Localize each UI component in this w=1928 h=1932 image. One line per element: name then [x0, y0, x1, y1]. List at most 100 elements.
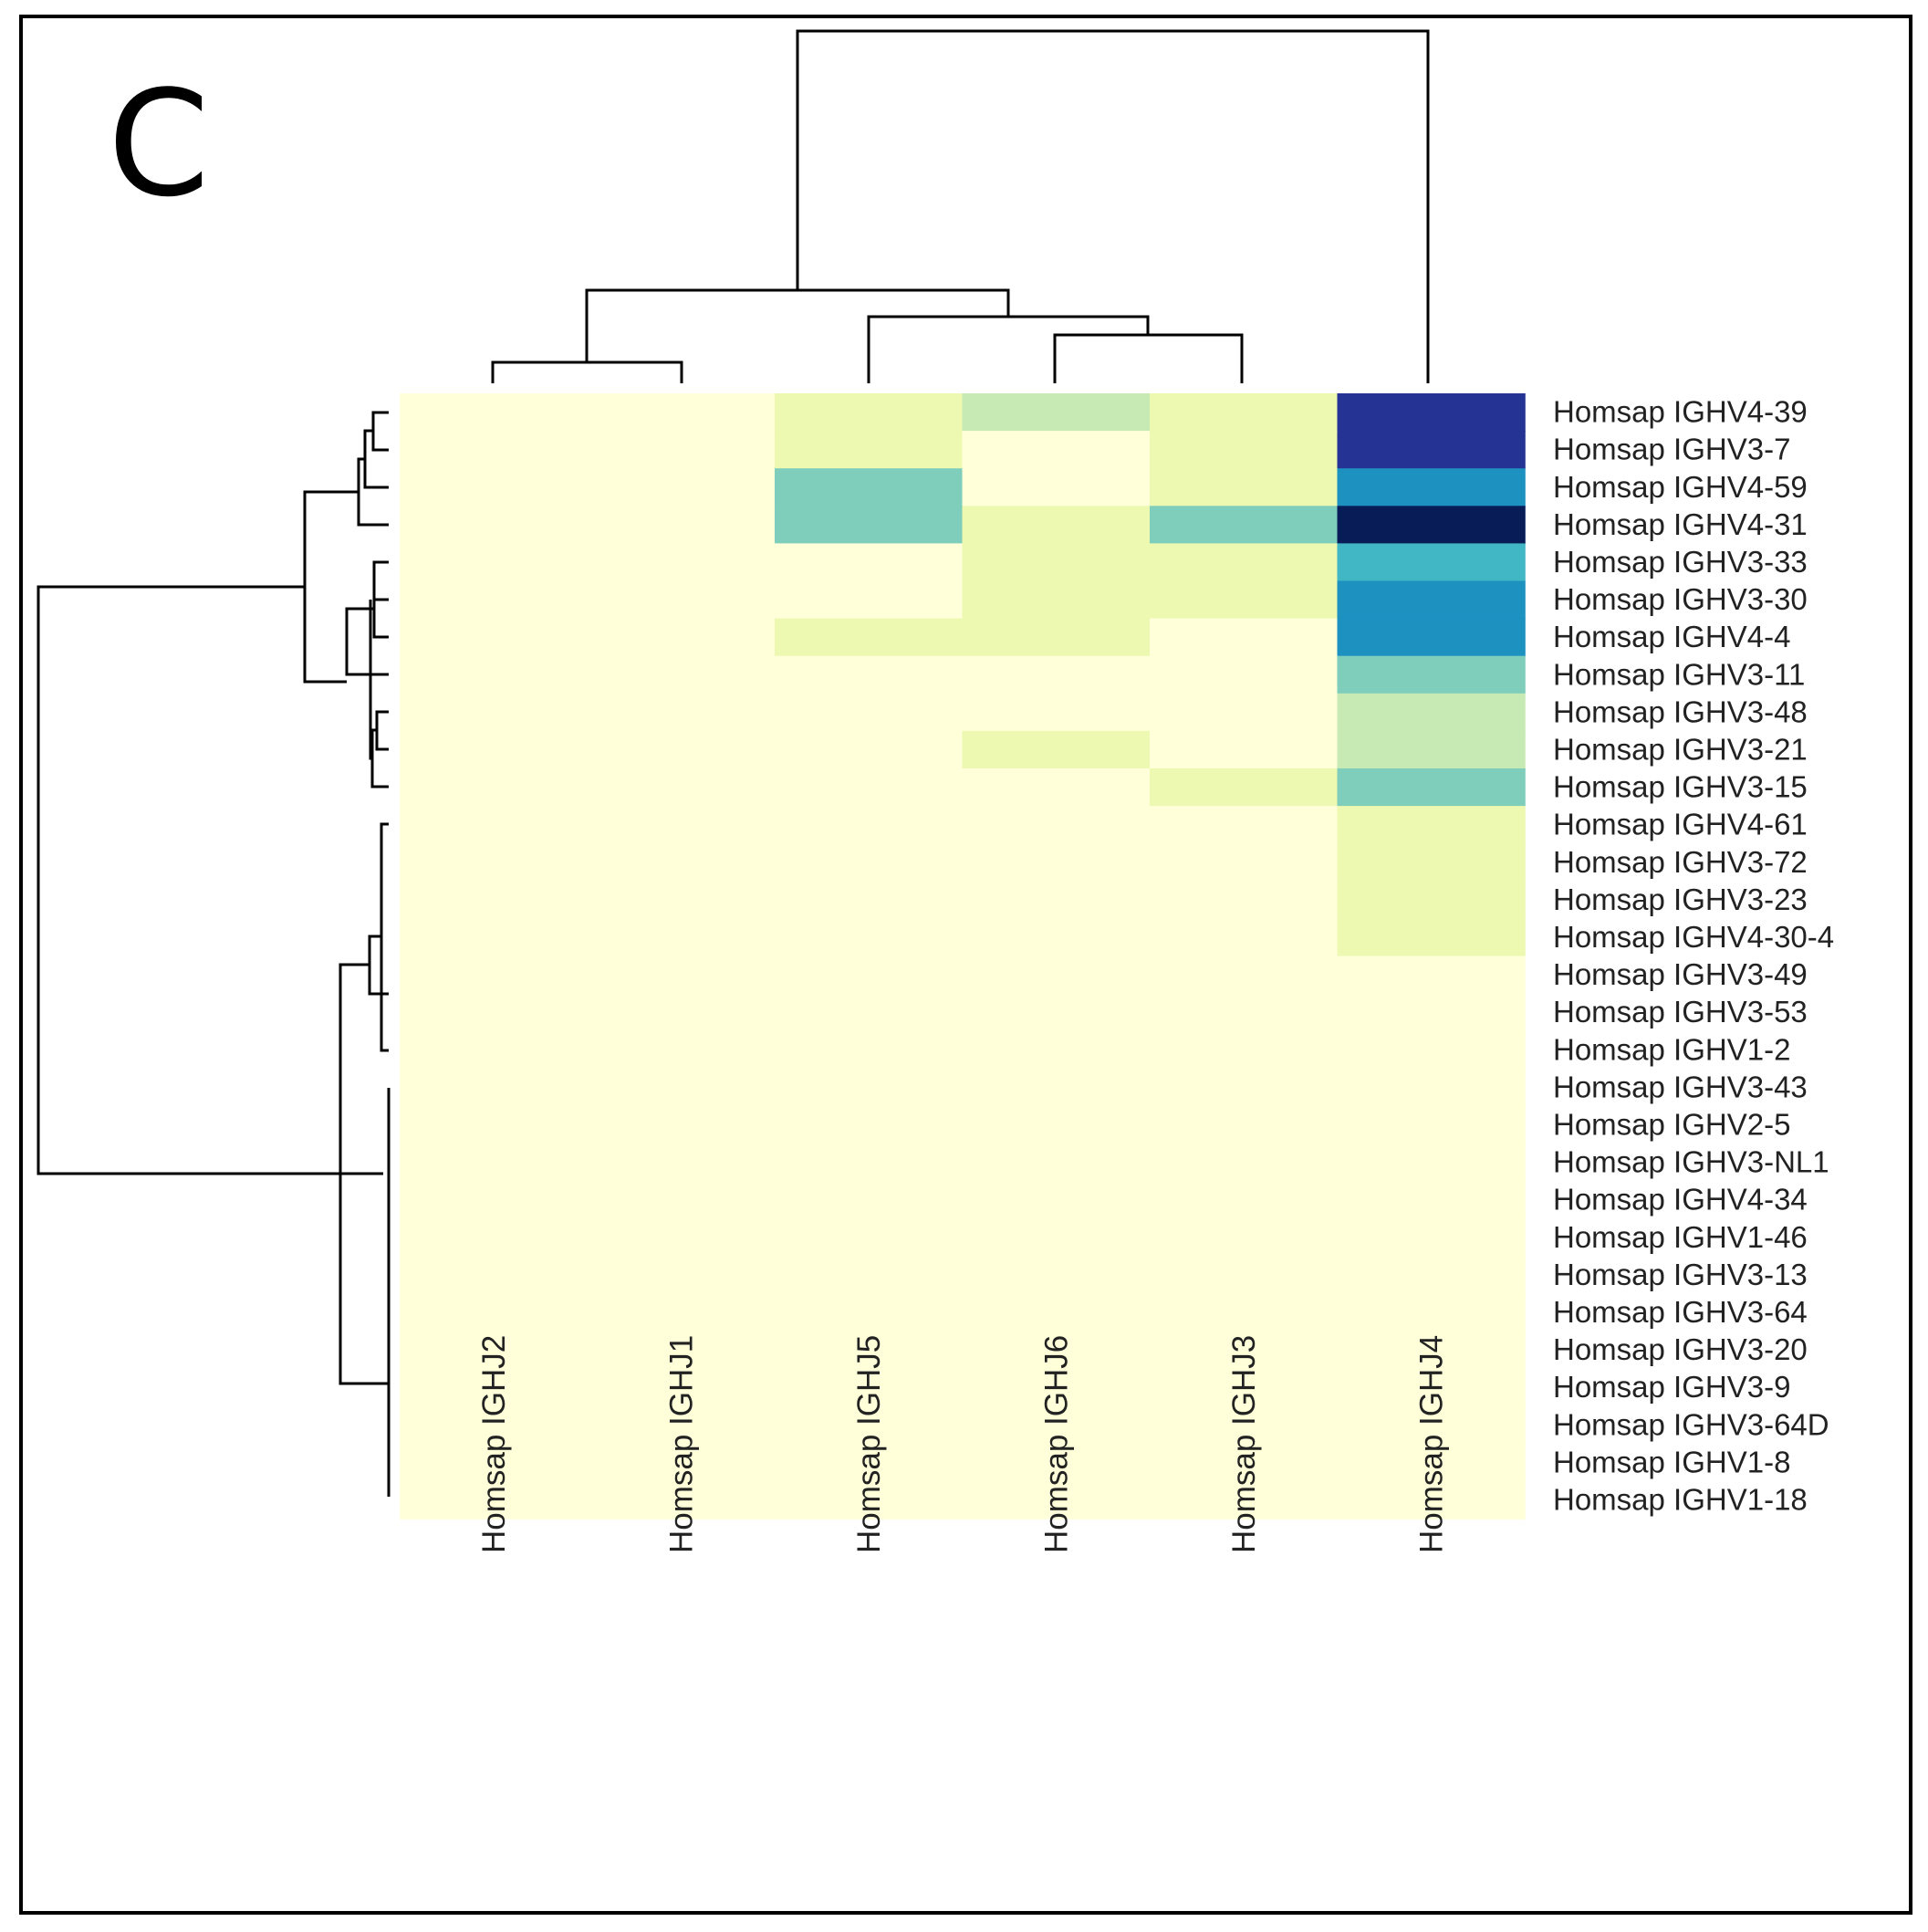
- heatmap-cell: [587, 1443, 776, 1482]
- heatmap-cell: [1337, 993, 1526, 1032]
- heatmap-cell: [587, 1030, 776, 1070]
- heatmap-cell: [1337, 655, 1526, 694]
- heatmap-cell: [400, 881, 589, 920]
- heatmap-cell: [1337, 1405, 1526, 1445]
- heatmap-cell: [400, 843, 589, 882]
- heatmap-cell: [587, 580, 776, 620]
- heatmap-cell: [1337, 1368, 1526, 1407]
- heatmap-cell: [1150, 1368, 1339, 1407]
- col-dendro-j5-j6j3: [867, 315, 1150, 383]
- heatmap-cell: [1337, 918, 1526, 957]
- heatmap-cell: [400, 1331, 589, 1370]
- heatmap-cell: [400, 806, 589, 844]
- heatmap-cell: [1337, 1331, 1526, 1370]
- heatmap-cell: [962, 1331, 1151, 1370]
- heatmap-cell: [400, 918, 589, 957]
- row-label: Homsap IGHV4-31: [1553, 507, 1808, 541]
- heatmap-cell: [400, 1293, 589, 1332]
- heatmap-cell: [587, 1368, 776, 1407]
- heatmap-cell: [962, 506, 1151, 545]
- heatmap-cell: [400, 1256, 589, 1295]
- heatmap-cell: [962, 768, 1151, 807]
- heatmap-cell: [1337, 806, 1526, 844]
- heatmap-cell: [1337, 543, 1526, 582]
- heatmap-cell: [587, 843, 776, 882]
- heatmap-cell: [962, 1144, 1151, 1182]
- heatmap-cell: [962, 1105, 1151, 1144]
- row-label: Homsap IGHV3-64: [1553, 1295, 1808, 1329]
- heatmap-cell: [1150, 1218, 1339, 1258]
- heatmap-cell: [1150, 431, 1339, 469]
- row-label: Homsap IGHV4-34: [1553, 1183, 1808, 1217]
- row-label: Homsap IGHV4-61: [1553, 808, 1808, 841]
- heatmap-cell: [400, 1443, 589, 1482]
- heatmap-cell: [1150, 956, 1339, 995]
- heatmap-cell: [587, 468, 776, 507]
- row-label: Homsap IGHV3-NL1: [1553, 1145, 1829, 1179]
- heatmap-cell: [962, 918, 1151, 957]
- heatmap-cell: [1337, 1443, 1526, 1482]
- heatmap-cell: [1150, 1256, 1339, 1295]
- heatmap-cell: [1337, 1293, 1526, 1332]
- heatmap-cell: [1150, 1293, 1339, 1332]
- heatmap-cell: [400, 1405, 589, 1445]
- row-label: Homsap IGHV1-8: [1553, 1445, 1790, 1478]
- heatmap-cell: [400, 468, 589, 507]
- heatmap-cell: [587, 806, 776, 844]
- heatmap-cell: [587, 1105, 776, 1144]
- heatmap-cell: [1150, 468, 1339, 507]
- heatmap-cell: [587, 768, 776, 807]
- heatmap-cell: [962, 881, 1151, 920]
- heatmap-cell: [1337, 1105, 1526, 1144]
- heatmap-cell: [962, 468, 1151, 507]
- heatmap-cell: [775, 655, 964, 694]
- heatmap-cell: [1337, 580, 1526, 620]
- heatmap-cell: [587, 1405, 776, 1445]
- col-dendro-j6-j3: [1053, 333, 1244, 383]
- heatmap-cell: [1337, 393, 1526, 432]
- heatmap-cell: [587, 1218, 776, 1258]
- heatmap-cell: [1337, 730, 1526, 769]
- row-label: Homsap IGHV3-43: [1553, 1070, 1808, 1103]
- heatmap-cell: [775, 768, 964, 807]
- heatmap-cell: [1150, 543, 1339, 582]
- heatmap-cell: [587, 956, 776, 995]
- heatmap-cell: [1150, 1105, 1339, 1144]
- figure-frame: [19, 15, 1912, 1915]
- heatmap-cell: [775, 1256, 964, 1295]
- heatmap-cell: [775, 1405, 964, 1445]
- heatmap-cell: [962, 1368, 1151, 1407]
- heatmap-cell: [587, 1480, 776, 1519]
- heatmap-cell: [962, 580, 1151, 620]
- heatmap-cell: [1150, 618, 1339, 657]
- heatmap-cell: [1150, 580, 1339, 620]
- heatmap-cell: [587, 618, 776, 657]
- heatmap-cell: [1337, 768, 1526, 807]
- row-label: Homsap IGHV1-18: [1553, 1483, 1808, 1517]
- heatmap-cell: [400, 1105, 589, 1144]
- row-label: Homsap IGHV3-21: [1553, 733, 1808, 767]
- heatmap-cell: [587, 1068, 776, 1107]
- heatmap-cell: [587, 993, 776, 1032]
- column-label: Homsap IGHJ2: [476, 1335, 512, 1553]
- heatmap-cell: [962, 1443, 1151, 1482]
- heatmap-cell: [1150, 918, 1339, 957]
- heatmap-cell: [587, 1181, 776, 1219]
- heatmap-cell: [775, 881, 964, 920]
- row-label: Homsap IGHV3-49: [1553, 957, 1808, 991]
- heatmap-cell: [962, 543, 1151, 582]
- heatmap-cell: [587, 730, 776, 769]
- row-dendrogram: [36, 411, 391, 1497]
- heatmap-cell: [1337, 1218, 1526, 1258]
- heatmap-cell: [400, 1368, 589, 1407]
- heatmap-cell: [1337, 506, 1526, 545]
- heatmap-cell: [587, 431, 776, 469]
- heatmap-cell: [775, 1480, 964, 1519]
- row-label: Homsap IGHV3-53: [1553, 995, 1808, 1029]
- heatmap-cell: [1150, 1331, 1339, 1370]
- heatmap-cell: [775, 1293, 964, 1332]
- heatmap-cell: [1150, 1480, 1339, 1519]
- heatmap-cell: [587, 881, 776, 920]
- heatmap-cell: [1337, 1144, 1526, 1182]
